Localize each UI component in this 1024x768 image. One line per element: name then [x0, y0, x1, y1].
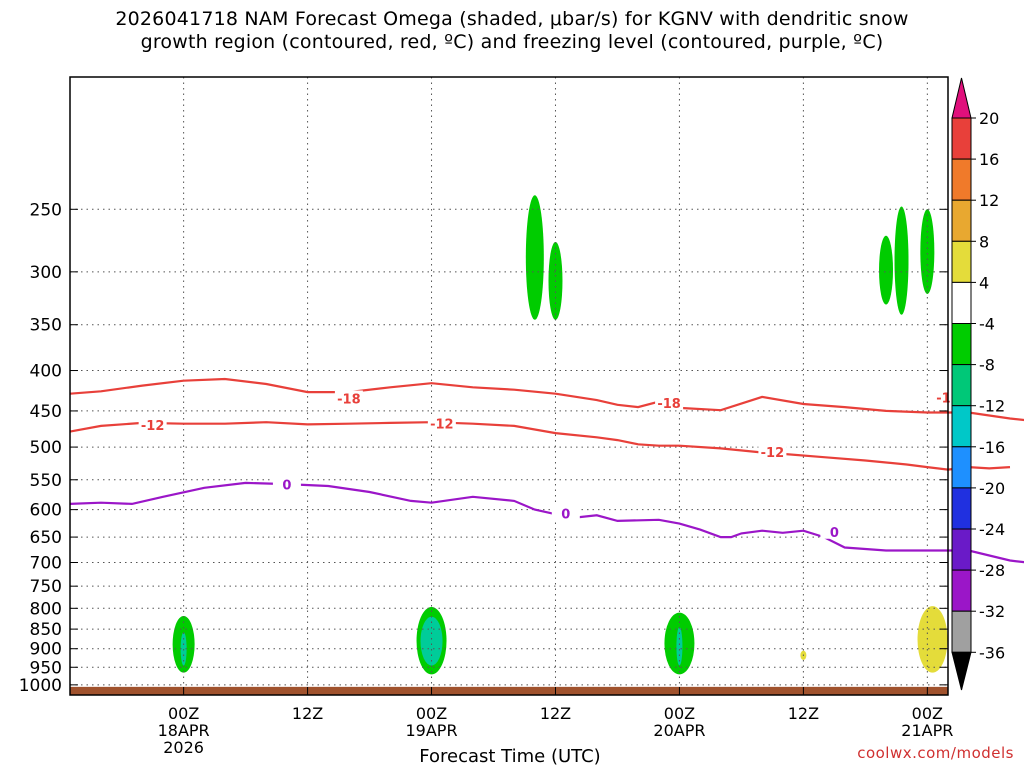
colorbar-swatch: [951, 199, 972, 242]
contour-label: -12: [141, 419, 165, 434]
y-tick-label: 500: [30, 438, 62, 458]
y-tick-label: 350: [30, 316, 62, 336]
colorbar-label: -24: [979, 520, 1005, 539]
colorbar-swatch: [951, 281, 972, 324]
y-tick-label: 300: [30, 263, 62, 283]
contour-label: 0: [282, 479, 291, 494]
axes-layer: 2503003504004505005506006507007508008509…: [19, 76, 953, 757]
x-tick-label: 00Z: [416, 704, 447, 723]
colorbar-label: 12: [979, 191, 999, 210]
colorbar-label: -16: [979, 438, 1005, 457]
contour-label-bg: [758, 443, 787, 459]
contour-label-bg: [820, 523, 849, 539]
site-credit[interactable]: coolwx.com/models: [857, 744, 1014, 762]
x-tick-label: 19APR: [405, 721, 457, 740]
colorbar-swatch: [951, 323, 972, 366]
contour-label: -18: [337, 393, 361, 408]
colorbar-top-arrow: [951, 77, 972, 119]
y-tick-label: 800: [30, 599, 62, 619]
contour-label-bg: [334, 390, 363, 406]
colorbar-swatch: [951, 158, 972, 201]
x-tick-label: 12Z: [540, 704, 571, 723]
colorbar-swatch: [951, 364, 972, 407]
chart-title-line1: 2026041718 NAM Forecast Omega (shaded, μ…: [115, 8, 909, 30]
y-tick-label: 650: [30, 528, 62, 548]
omega-shading-layer: [172, 195, 948, 675]
colorbar-label: 4: [979, 273, 989, 292]
colorbar-swatch: [951, 487, 972, 530]
contour-label-bg: [138, 417, 167, 433]
y-tick-label: 850: [30, 620, 62, 640]
colorbar-swatch: [951, 240, 972, 283]
colorbar-swatch: [951, 569, 972, 612]
contour-label: 0: [561, 508, 570, 523]
x-tick-label: 2026: [163, 738, 204, 757]
colorbar-bottom-arrow: [951, 651, 972, 691]
contour-label-bg: [655, 395, 684, 411]
colorbar-label: -36: [979, 643, 1005, 662]
plot-frame: [69, 76, 949, 696]
colorbar-swatch: [951, 528, 972, 571]
chart-title-line2: growth region (contoured, red, ºC) and f…: [140, 31, 884, 53]
x-tick-label: 12Z: [292, 704, 323, 723]
omega-blob: [879, 235, 894, 305]
colorbar-label: 16: [979, 150, 999, 169]
colorbar-label: -4: [979, 315, 995, 334]
colorbar-label: -12: [979, 397, 1005, 416]
terrain-layer: [70, 686, 948, 695]
x-tick-label: 18APR: [158, 721, 210, 740]
colorbar-label: -8: [979, 356, 995, 375]
contour-label: -12: [761, 446, 785, 461]
colorbar-label: -20: [979, 479, 1005, 498]
x-tick-label: 21APR: [901, 721, 953, 740]
contour-line: [69, 481, 1024, 564]
colorbar-label: 8: [979, 232, 989, 251]
terrain-surface: [70, 686, 948, 695]
x-tick-label: 00Z: [912, 704, 943, 723]
omega-blob: [894, 206, 909, 315]
colorbar-swatch: [951, 610, 972, 653]
contour-label-bg: [551, 505, 580, 521]
y-tick-label: 600: [30, 501, 62, 521]
contour-line: [69, 421, 1011, 471]
contour-label-bg: [272, 476, 301, 492]
colorbar-label: -32: [979, 602, 1005, 621]
colorbar-swatch: [951, 117, 972, 160]
contour-label: 0: [830, 526, 839, 541]
omega-blob: [180, 632, 187, 666]
colorbar-label: 20: [979, 109, 999, 128]
contour-line: [69, 377, 1024, 422]
omega-blob: [525, 195, 544, 320]
colorbar: 20 16 12 8 4 -4 -8 -12 -16 -20 -24 -28 -32 -36: [951, 77, 1005, 691]
y-tick-label: 950: [30, 658, 62, 678]
grid-layer: [70, 77, 948, 695]
y-tick-label: 450: [30, 402, 62, 422]
omega-blob: [420, 616, 443, 666]
x-tick-label: 00Z: [664, 704, 695, 723]
x-tick-label: 20APR: [653, 721, 705, 740]
contour-label: -12: [430, 418, 454, 433]
y-tick-label: 550: [30, 471, 62, 491]
y-tick-label: 750: [30, 577, 62, 597]
x-tick-label: 12Z: [788, 704, 819, 723]
y-tick-label: 700: [30, 554, 62, 574]
colorbar-label: -28: [979, 561, 1005, 580]
contour-label: -18: [657, 397, 681, 412]
x-axis-label: Forecast Time (UTC): [419, 746, 601, 767]
colorbar-swatch: [951, 446, 972, 489]
y-tick-label: 900: [30, 640, 62, 660]
y-tick-label: 1000: [19, 676, 62, 696]
omega-blob: [917, 606, 948, 673]
omega-blob: [676, 627, 683, 666]
y-tick-label: 400: [30, 362, 62, 382]
omega-blob: [920, 209, 935, 294]
colorbar-swatch: [951, 405, 972, 448]
x-tick-label: 00Z: [168, 704, 199, 723]
y-tick-label: 250: [30, 200, 62, 220]
contour-label-bg: [427, 415, 456, 431]
